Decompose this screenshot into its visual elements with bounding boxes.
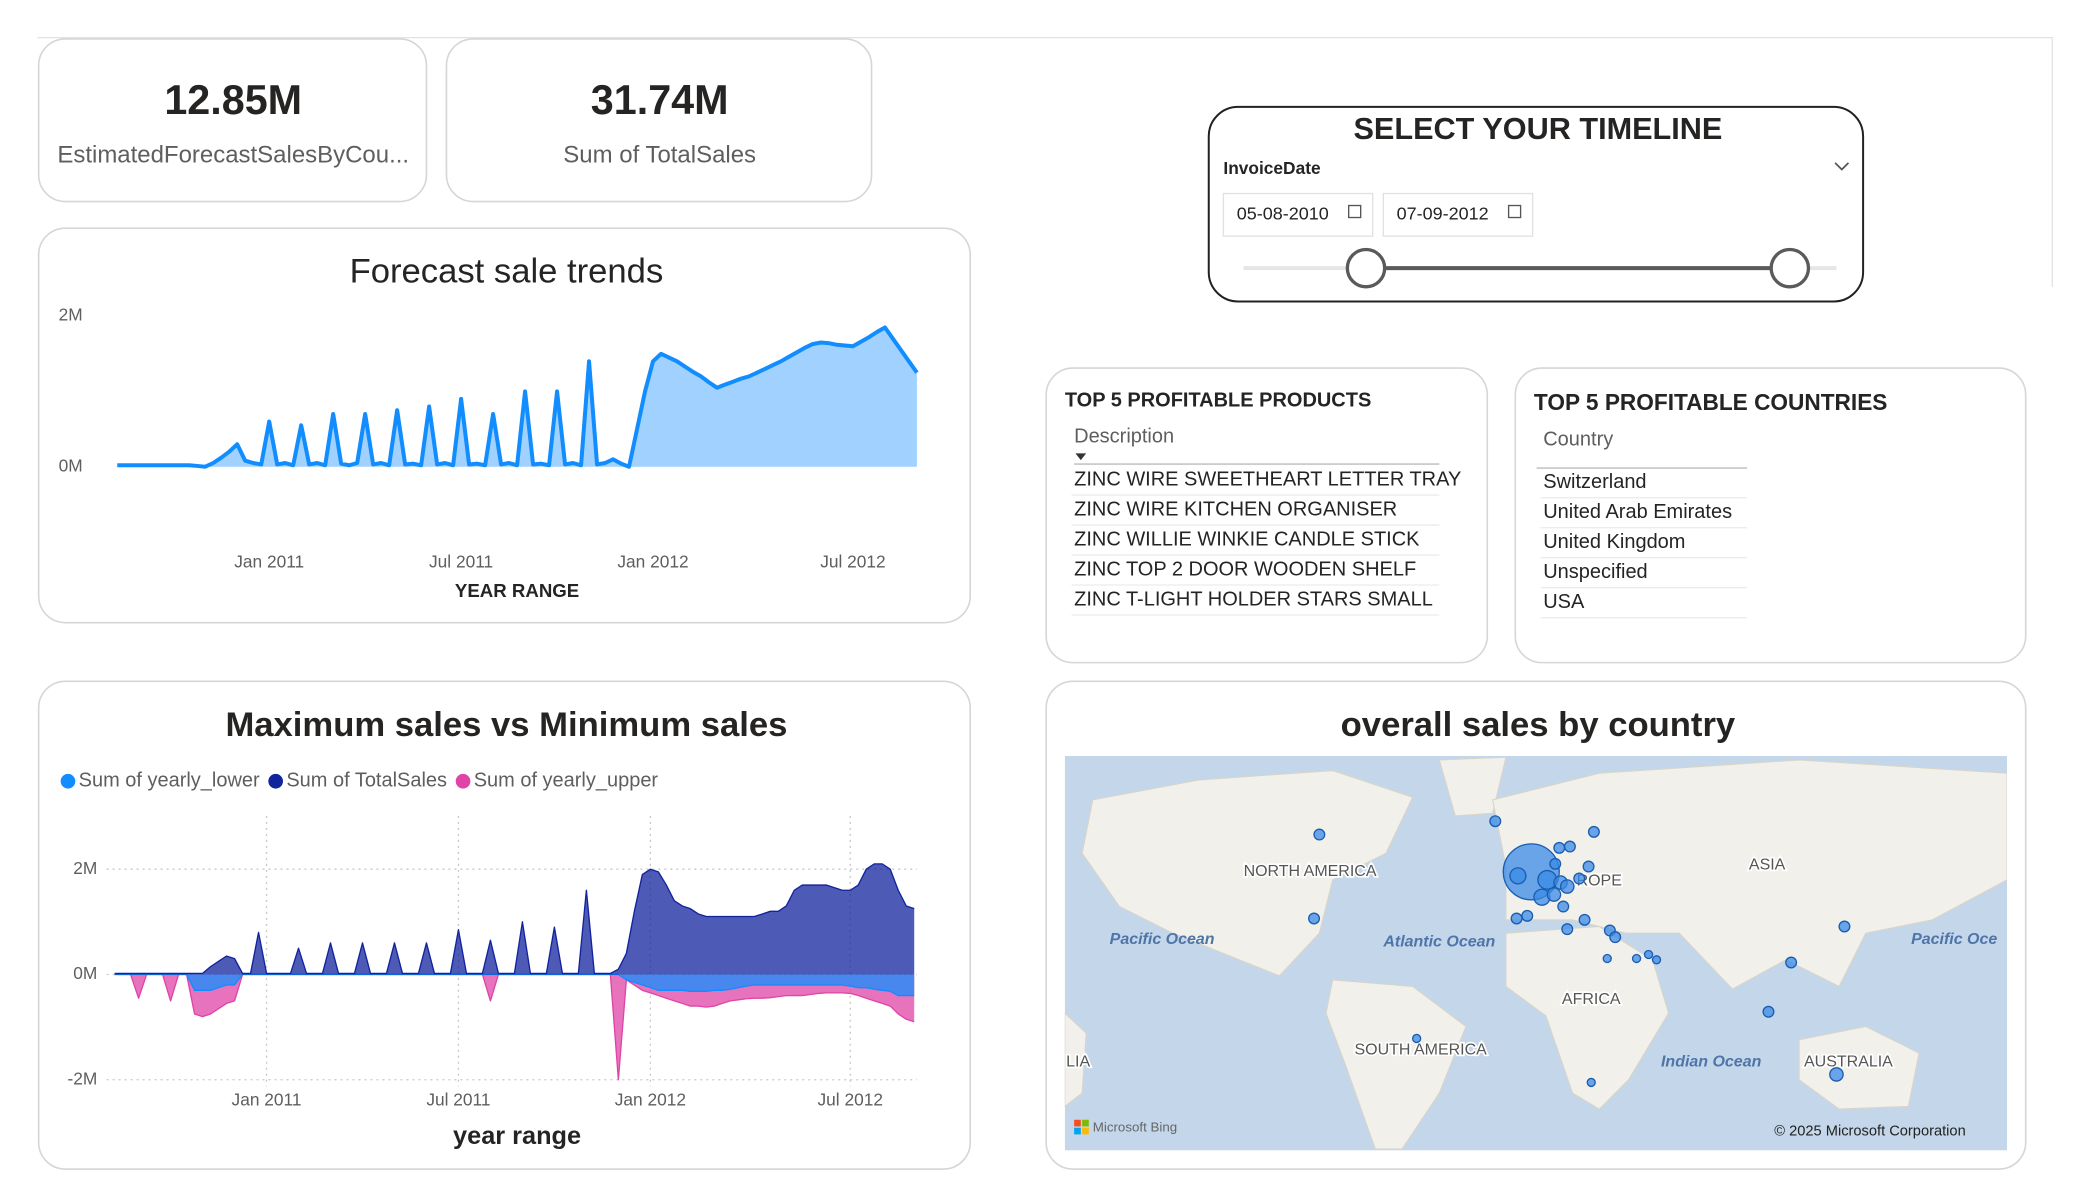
map-title: overall sales by country bbox=[1341, 706, 1736, 744]
table-body: Switzerland United Arab Emirates United Ki… bbox=[1540, 471, 1748, 619]
map-attribution: Microsoft Bing bbox=[1093, 1119, 1177, 1134]
map-label: Atlantic Ocean bbox=[1382, 934, 1495, 951]
table-panel bbox=[1514, 367, 2027, 664]
map-label: SOUTH AMERICA bbox=[1354, 1042, 1487, 1059]
table-cell: ZINC WILLIE WINKIE CANDLE STICK bbox=[1074, 528, 1420, 550]
calendar-icon[interactable] bbox=[1348, 204, 1362, 219]
y-tick-label: 2M bbox=[59, 305, 83, 325]
calendar-icon[interactable] bbox=[1507, 204, 1522, 219]
legend-marker[interactable] bbox=[455, 773, 471, 789]
x-tick-label: Jan 2012 bbox=[617, 551, 688, 571]
y-tick-label: -2M bbox=[67, 1068, 97, 1088]
table-cell: United Kingdom bbox=[1543, 531, 1685, 553]
land bbox=[1064, 756, 2008, 1150]
x-tick-label: Jul 2012 bbox=[820, 551, 885, 571]
legend-marker[interactable] bbox=[60, 773, 76, 789]
table-cell: United Arab Emirates bbox=[1543, 501, 1732, 523]
card-value: 31.74M bbox=[591, 77, 729, 123]
chart-panel bbox=[37, 680, 971, 1170]
x-axis-title: year range bbox=[453, 1122, 581, 1150]
legend-label[interactable]: Sum of TotalSales bbox=[286, 770, 447, 792]
card-label: EstimatedForecastSalesByCou... bbox=[57, 142, 409, 169]
table-cell: Switzerland bbox=[1543, 471, 1646, 493]
map[interactable]: NORTH AMERICA Pacific Ocean Atlantic Oce… bbox=[1064, 755, 2008, 1151]
chart-panel bbox=[37, 227, 971, 624]
y-tick-label: 2M bbox=[73, 858, 97, 878]
table-cell: ZINC WIRE SWEETHEART LETTER TRAY bbox=[1074, 468, 1461, 490]
table-body: ZINC WIRE SWEETHEART LETTER TRAY ZINC WIR… bbox=[1071, 468, 1461, 616]
y-tick-label: 0M bbox=[59, 455, 83, 475]
table-cell: USA bbox=[1543, 591, 1585, 613]
card-value: 12.85M bbox=[164, 77, 302, 123]
date-start: 05-08-2010 bbox=[1237, 204, 1329, 224]
map-label: ASIA bbox=[1749, 856, 1786, 873]
slicer-title: SELECT YOUR TIMELINE bbox=[1353, 112, 1722, 146]
x-tick-label: Jan 2011 bbox=[232, 1090, 302, 1110]
line bbox=[117, 325, 919, 469]
x-tick-label: Jul 2011 bbox=[429, 551, 493, 571]
x-tick-label: Jul 2012 bbox=[818, 1090, 883, 1110]
map-label: Pacific Ocean bbox=[1110, 931, 1215, 948]
x-tick-label: Jan 2011 bbox=[234, 551, 304, 571]
slider-handle[interactable] bbox=[1769, 247, 1811, 289]
map-label: Pacific Oce bbox=[1911, 931, 1997, 948]
charts: Forecast sale trends YEAR RANGE 0M 2M Jan 20… bbox=[59, 253, 919, 1150]
legend-marker[interactable] bbox=[268, 773, 283, 789]
map-label: NORTH AMERICA bbox=[1244, 863, 1377, 880]
map-label: AFRICA bbox=[1562, 991, 1621, 1008]
card bbox=[37, 38, 428, 203]
table-title: TOP 5 PROFITABLE COUNTRIES bbox=[1534, 389, 1887, 415]
map-label: LIA bbox=[1066, 1054, 1090, 1071]
legend-label[interactable]: Sum of yearly_upper bbox=[474, 770, 659, 792]
legend-label[interactable]: Sum of yearly_lower bbox=[79, 770, 260, 792]
area bbox=[114, 974, 915, 1080]
chart-title: Maximum sales vs Minimum sales bbox=[225, 706, 787, 744]
slicer-field: InvoiceDate bbox=[1223, 158, 1321, 178]
column-header[interactable]: Description bbox=[1074, 426, 1174, 448]
y-tick-label: 0M bbox=[73, 963, 97, 983]
table-cell: Unspecified bbox=[1543, 561, 1647, 583]
map-label: ROPE bbox=[1577, 872, 1622, 889]
table-cell: ZINC TOP 2 DOOR WOODEN SHELF bbox=[1074, 558, 1416, 580]
x-tick-label: Jul 2011 bbox=[426, 1090, 490, 1110]
frame bbox=[37, 36, 2054, 287]
date-input[interactable] bbox=[1222, 192, 1374, 237]
column-header[interactable]: Country bbox=[1543, 428, 1613, 450]
table-title: TOP 5 PROFITABLE PRODUCTS bbox=[1065, 390, 1371, 412]
map-label: Indian Ocean bbox=[1661, 1054, 1762, 1071]
x-tick-label: Jan 2012 bbox=[615, 1090, 686, 1110]
sort-icon[interactable] bbox=[1075, 453, 1087, 461]
x-axis-title: YEAR RANGE bbox=[455, 580, 579, 601]
map-copyright: © 2025 Microsoft Corporation bbox=[1774, 1124, 1965, 1140]
slicer-chevron[interactable] bbox=[1834, 162, 1850, 171]
line bbox=[114, 863, 915, 975]
table-cell: ZINC WIRE KITCHEN ORGANISER bbox=[1074, 498, 1397, 520]
area bbox=[117, 327, 917, 467]
chart-title: Forecast sale trends bbox=[350, 253, 664, 291]
map-label: AUSTRALIA bbox=[1804, 1054, 1893, 1071]
slider-handle[interactable] bbox=[1345, 247, 1387, 289]
table-panel bbox=[1045, 367, 1489, 664]
bubbles bbox=[1308, 815, 1851, 1088]
date-end: 07-09-2012 bbox=[1397, 204, 1489, 224]
table-cell: ZINC T-LIGHT HOLDER STARS SMALL bbox=[1074, 588, 1433, 610]
card bbox=[445, 38, 873, 203]
card-label: Sum of TotalSales bbox=[563, 142, 756, 169]
area bbox=[114, 863, 915, 975]
bing-logo bbox=[1074, 1119, 1089, 1135]
date-input[interactable] bbox=[1382, 192, 1534, 237]
